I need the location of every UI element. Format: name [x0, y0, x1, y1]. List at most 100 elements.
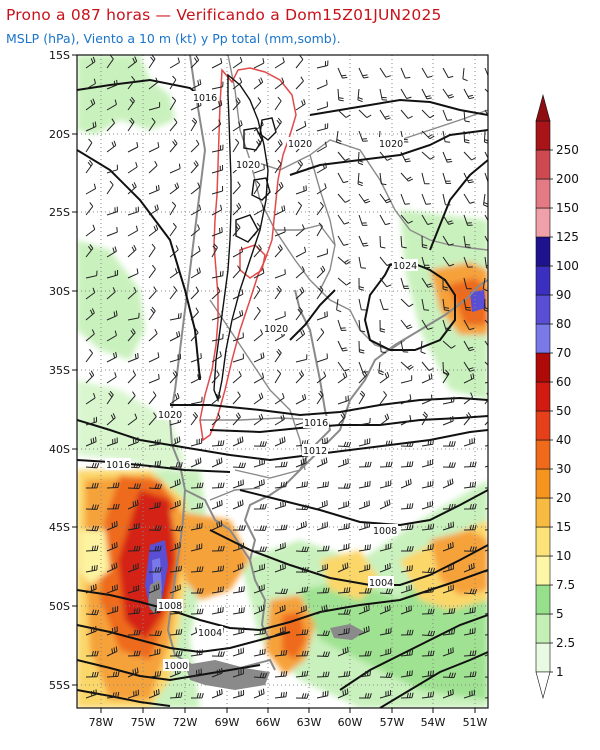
- wind-barb: [211, 164, 224, 174]
- wind-barb: [232, 370, 242, 384]
- isobar-label: 1020: [264, 324, 288, 335]
- wind-barb: [316, 587, 330, 594]
- wind-barb: [148, 352, 160, 363]
- wind-barb: [190, 307, 199, 321]
- wind-barb: [211, 565, 225, 573]
- wind-barb: [106, 246, 117, 258]
- wind-barb: [149, 566, 162, 573]
- wind-barb: [358, 670, 371, 678]
- wind-barb: [232, 627, 245, 636]
- wind-barb: [274, 691, 288, 699]
- wind-barb: [232, 436, 244, 447]
- wind-barb: [148, 525, 162, 531]
- wind-barb: [148, 243, 156, 258]
- wind-barb: [316, 604, 328, 615]
- wind-barb: [442, 521, 454, 531]
- wind-barb: [358, 277, 365, 291]
- wind-barb: [295, 121, 307, 132]
- wind-barb: [463, 437, 475, 447]
- wind-barb: [106, 437, 118, 447]
- wind-barb: [463, 524, 477, 531]
- wind-barb: [400, 193, 410, 205]
- wind-barb: [442, 130, 451, 143]
- wind-barb: [421, 88, 432, 100]
- wind-barb: [316, 500, 328, 510]
- wind-barb: [463, 277, 472, 290]
- wind-barb: [127, 667, 139, 678]
- wind-barb: [106, 520, 118, 531]
- wind-barb: [379, 604, 391, 615]
- wind-barb: [253, 503, 267, 510]
- wind-barb: [316, 328, 325, 342]
- wind-barb: [85, 416, 98, 426]
- wind-barb: [232, 77, 243, 90]
- wind-barb: [463, 588, 478, 595]
- wind-barb: [169, 330, 181, 342]
- wind-barb: [106, 330, 117, 342]
- wind-barb: [127, 437, 139, 447]
- wind-barb: [358, 193, 371, 204]
- lon-label: 66W: [256, 716, 281, 729]
- wind-barb: [400, 375, 413, 384]
- wind-barb: [463, 361, 475, 372]
- wind-barb: [484, 256, 488, 269]
- wind-barb: [253, 648, 266, 657]
- wind-barb: [337, 562, 349, 573]
- wind-barb: [169, 370, 178, 384]
- wind-barb: [232, 562, 244, 573]
- wind-barb: [357, 172, 364, 187]
- wind-barb: [211, 270, 224, 279]
- wind-barb: [337, 412, 346, 426]
- colorbar-swatch: [535, 410, 551, 441]
- wind-barb: [253, 77, 264, 90]
- wind-barb: [190, 224, 200, 237]
- wind-barb: [253, 139, 262, 153]
- wind-barb: [463, 214, 473, 226]
- wind-barb: [85, 287, 96, 300]
- wind-barb: [442, 441, 456, 447]
- wind-barb: [274, 542, 286, 552]
- wind-barb: [190, 328, 199, 342]
- wind-barb: [337, 88, 344, 102]
- wind-barb: [274, 159, 282, 174]
- wind-barb: [169, 353, 181, 363]
- wind-barb: [358, 67, 369, 79]
- wind-barb: [169, 525, 184, 532]
- wind-barb: [442, 369, 450, 384]
- wind-barb: [211, 440, 225, 447]
- colorbar-label: 2.5: [556, 636, 575, 650]
- wind-barb: [379, 340, 387, 354]
- isobar-label: 1004: [198, 628, 222, 639]
- wind-barb: [379, 689, 392, 699]
- wind-barb: [232, 310, 244, 321]
- wind-barb: [358, 214, 368, 226]
- wind-barb: [85, 138, 93, 153]
- wind-barb: [337, 67, 348, 79]
- wind-barb: [295, 266, 305, 279]
- longitude-labels: 78W 75W 72W 69W 66W 63W 60W 57W 54W 51W: [89, 716, 488, 729]
- wind-barb: [274, 626, 286, 636]
- wind-barb: [337, 646, 349, 657]
- wind-barb: [253, 164, 265, 174]
- wind-barb: [421, 235, 428, 249]
- wind-barb: [442, 462, 456, 468]
- wind-barb: [337, 193, 350, 203]
- wind-barb: [295, 521, 307, 531]
- wind-barb: [400, 298, 414, 308]
- wind-barb: [295, 224, 305, 237]
- colorbar-label: 150: [556, 201, 579, 215]
- wind-barb: [463, 607, 476, 615]
- wind-barb: [358, 340, 365, 354]
- wind-barb: [253, 58, 265, 69]
- wind-barb: [190, 160, 199, 174]
- wind-barb: [358, 319, 366, 333]
- colorbar-swatch: [535, 294, 551, 325]
- wind-barb: [400, 605, 412, 615]
- wind-barb: [106, 99, 117, 111]
- wind-barb: [190, 543, 203, 552]
- colorbar-label: 30: [556, 462, 571, 476]
- wind-barb: [379, 499, 391, 510]
- wind-barb: [442, 319, 452, 331]
- wind-barb: [253, 672, 268, 679]
- wind-barb: [442, 109, 453, 121]
